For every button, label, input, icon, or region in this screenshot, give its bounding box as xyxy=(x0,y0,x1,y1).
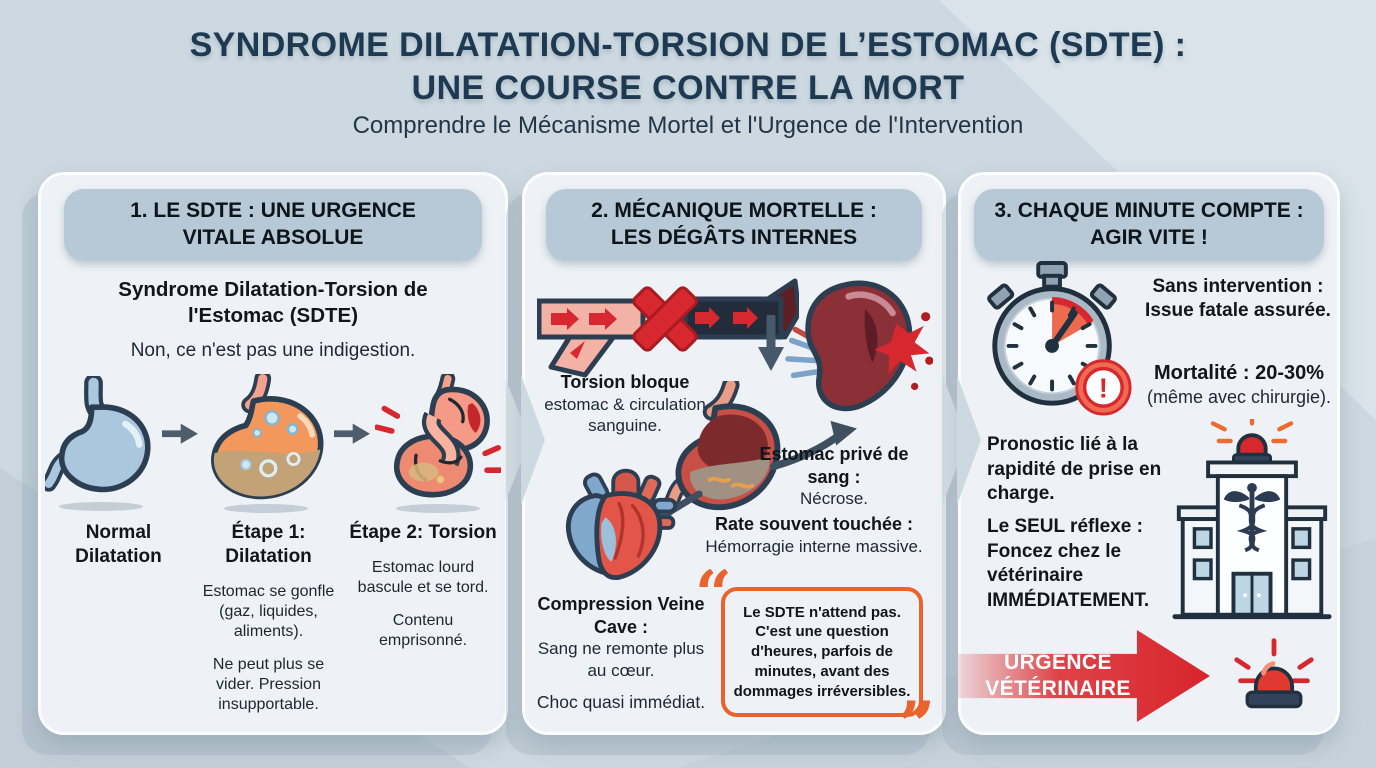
page-title: SYNDROME DILATATION-TORSION DE L’ESTOMAC… xyxy=(0,24,1376,110)
stage-shadow xyxy=(224,504,308,514)
vena-cava-text: Compression Veine Cave : Sang ne remonte… xyxy=(537,594,705,680)
quote-text: Le SDTE n'attend pas. C'est une question… xyxy=(733,603,911,700)
stage-shadow xyxy=(396,504,480,514)
panel-agir-vite: 3. CHAQUE MINUTE COMPTE : AGIR VITE ! ! … xyxy=(957,172,1340,735)
page-title-line1: SYNDROME DILATATION-TORSION DE L’ESTOMAC… xyxy=(189,26,1187,64)
spleen-icon xyxy=(785,280,933,412)
spleen-text: Rate souvent touchée : Hémorragie intern… xyxy=(705,514,923,556)
panel-sdte-urgence: 1. LE SDTE : UNE URGENCE VITALE ABSOLUE … xyxy=(38,172,530,735)
blocked-vessel-icon xyxy=(537,278,799,378)
arrow-right-icon xyxy=(162,423,198,444)
stage-torsion xyxy=(375,374,501,514)
stage-torsion-text: Étape 2: Torsion Estomac lourd bascule e… xyxy=(349,522,497,649)
quote-open-icon: “ xyxy=(695,557,732,632)
stomach-twisted-icon xyxy=(375,374,501,498)
stage-normal-text: Normal Dilatation xyxy=(75,522,162,567)
heart-icon xyxy=(566,468,678,581)
panel1-title: Syndrome Dilatation-Torsion de l'Estomac… xyxy=(118,277,428,327)
panel1-header: 1. LE SDTE : UNE URGENCE VITALE ABSOLUE xyxy=(64,189,482,261)
arrow-down-icon xyxy=(758,315,784,371)
stomach-stages-row xyxy=(41,374,505,514)
stage-labels-row: Normal Dilatation Étape 1: Dilatation Es… xyxy=(41,521,505,715)
caduceus-icon xyxy=(1223,482,1281,553)
urgency-label: URGENCE VÉTÉRINAIRE xyxy=(985,651,1131,701)
stomach-necrosis-text: Estomac privé de sang : Nécrose. xyxy=(759,444,909,509)
arrow-up-right-icon xyxy=(769,420,857,471)
stomach-dilated-icon xyxy=(211,374,324,500)
siren-icon xyxy=(1234,638,1314,709)
page-title-line2: UNE COURSE CONTRE LA MORT xyxy=(411,68,965,107)
mortality-text: Mortalité : 20-30% (même avec chirurgie)… xyxy=(1146,362,1332,408)
svg-text:!: ! xyxy=(1099,372,1108,403)
fatal-text: Sans intervention : Issue fatale assurée… xyxy=(1145,276,1331,321)
panel2-header: 2. MÉCANIQUE MORTELLE : LES DÉGÂTS INTER… xyxy=(545,189,923,261)
panel-mecanique-mortelle: 2. MÉCANIQUE MORTELLE : LES DÉGÂTS INTER… xyxy=(521,172,968,757)
stage-shadow xyxy=(59,502,143,512)
panel3-header: 3. CHAQUE MINUTE COMPTE : AGIR VITE ! xyxy=(974,189,1324,261)
stage-normal xyxy=(45,376,157,512)
stomach-normal-icon xyxy=(45,376,151,493)
stage-dilatation-text: Étape 1: Dilatation Estomac se gonfle (g… xyxy=(202,522,335,713)
hospital-siren-icon xyxy=(1210,419,1294,465)
page-subtitle: Comprendre le Mécanisme Mortel et l'Urge… xyxy=(352,112,1024,139)
reflex-text: Le SEUL réflexe : Foncez chez le vétérin… xyxy=(987,516,1150,612)
quote-box: “ Le SDTE n'attend pas. C'est une questi… xyxy=(695,562,935,757)
arrow-right-icon xyxy=(334,423,370,444)
stage-dilatation xyxy=(203,374,329,514)
stopwatch-icon: ! xyxy=(987,261,1132,416)
panel1-note: Non, ce n'est pas une indigestion. xyxy=(130,340,416,362)
prognosis-text: Pronostic lié à la rapidité de prise en … xyxy=(987,434,1162,505)
necrotic-stomach-icon xyxy=(663,381,781,517)
shock-note: Choc quasi immédiat. xyxy=(536,692,706,712)
torsion-note: Torsion bloque estomac & circulation san… xyxy=(544,372,706,436)
quote-close-icon: ” xyxy=(898,687,935,763)
urgency-arrow: URGENCE VÉTÉRINAIRE xyxy=(958,630,1210,722)
vet-hospital-icon xyxy=(1172,419,1332,620)
